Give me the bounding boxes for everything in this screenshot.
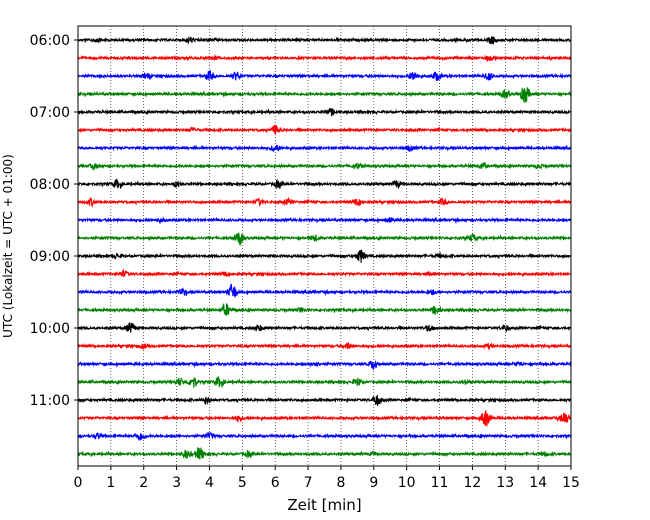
x-tick-label: 5 (238, 475, 247, 491)
trace-line-5 (77, 124, 572, 135)
trace-line-11 (77, 232, 572, 247)
plot-frame (77, 25, 572, 467)
y-tick-label: 11:00 (30, 393, 70, 409)
y-axis-ticks: 06:00 07:00 08:00 09:00 10:00 11:00 (30, 33, 78, 409)
trace-line-4 (77, 108, 572, 117)
x-tick-label: 15 (562, 475, 580, 491)
x-tick-label: 13 (496, 475, 514, 491)
y-tick-label: 09:00 (30, 249, 70, 265)
trace-line-6 (77, 144, 572, 152)
x-tick-label: 11 (431, 475, 449, 491)
trace-line-7 (77, 161, 572, 172)
trace-line-14 (77, 283, 572, 298)
x-tick-label: 6 (271, 475, 280, 491)
plot-area (78, 26, 571, 466)
trace-line-10 (77, 216, 572, 225)
trace-line-9 (77, 196, 572, 208)
trace-line-20 (77, 395, 572, 407)
x-tick-label: 7 (304, 475, 313, 491)
x-tick-label: 2 (139, 475, 148, 491)
trace-line-8 (77, 178, 572, 190)
x-tick-label: 1 (106, 475, 115, 491)
x-tick-label: 0 (74, 475, 83, 491)
x-axis-label: Zeit [min] (287, 496, 361, 514)
trace-line-15 (77, 302, 572, 316)
trace-line-17 (77, 341, 572, 351)
x-tick-label: 4 (205, 475, 214, 491)
y-tick-label: 07:00 (30, 105, 70, 121)
trace-line-22 (77, 432, 572, 442)
x-tick-label: 12 (463, 475, 481, 491)
trace-line-23 (77, 447, 572, 460)
seismic-traces (77, 36, 572, 460)
y-tick-label: 08:00 (30, 177, 70, 193)
trace-line-1 (77, 54, 572, 62)
x-axis-ticks: 0 1 2 3 4 5 6 7 8 9 10 11 12 13 14 15 (74, 466, 580, 491)
trace-line-13 (77, 268, 572, 278)
x-tick-label: 10 (398, 475, 416, 491)
trace-line-16 (77, 322, 572, 333)
trace-line-12 (77, 249, 572, 263)
trace-line-21 (77, 410, 572, 427)
x-tick-label: 14 (529, 475, 547, 491)
x-tick-label: 9 (369, 475, 378, 491)
x-tick-label: 8 (336, 475, 345, 491)
trace-line-18 (77, 359, 572, 370)
trace-line-0 (77, 36, 572, 45)
trace-line-19 (77, 376, 572, 388)
y-tick-label: 06:00 (30, 33, 70, 49)
trace-line-3 (77, 87, 572, 104)
x-tick-label: 3 (172, 475, 181, 491)
trace-line-2 (77, 69, 572, 82)
y-tick-label: 10:00 (30, 321, 70, 337)
vertical-grid (110, 26, 539, 466)
y-axis-label: UTC (Lokalzeit = UTC + 01:00) (1, 154, 15, 338)
